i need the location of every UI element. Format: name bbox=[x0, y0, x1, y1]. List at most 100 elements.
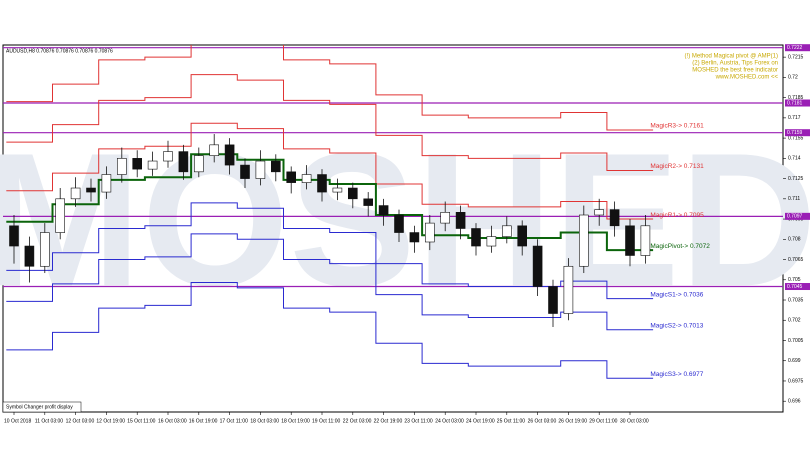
footer-label: Symbol Changer profit display bbox=[6, 404, 73, 410]
candle-body bbox=[132, 158, 142, 170]
x-tick-label: 18 Oct 19:00 bbox=[281, 418, 310, 424]
candle-body bbox=[578, 214, 589, 267]
y-tick-label: 0.6975 bbox=[788, 378, 804, 384]
pivot-label: MagicR1-> 0.7095 bbox=[650, 212, 704, 219]
y-tick-label: 0.7215 bbox=[788, 54, 804, 60]
x-tick-label: 24 Oct 03:00 bbox=[435, 418, 464, 424]
candle-body bbox=[424, 222, 435, 243]
x-tick-label: 15 Oct 11:00 bbox=[127, 418, 155, 424]
candle-body bbox=[39, 232, 50, 267]
candle-body bbox=[55, 198, 66, 233]
pivot-line bbox=[6, 74, 654, 171]
candle-body bbox=[70, 187, 81, 200]
candle-body bbox=[517, 225, 528, 247]
level-tag bbox=[785, 283, 810, 291]
candle-body bbox=[270, 160, 281, 173]
chart-title: AUDUSD,H8 0.70876 0.70876 0.70876 0.7087… bbox=[6, 48, 113, 54]
candle-body bbox=[501, 225, 512, 237]
x-tick-label: 18 Oct 03:00 bbox=[250, 418, 279, 424]
x-tick-label: 16 Oct 03:00 bbox=[158, 418, 187, 424]
y-tick-label: 0.72 bbox=[788, 75, 798, 81]
candle-body bbox=[101, 174, 112, 193]
plot-area bbox=[3, 45, 783, 379]
pivot-line bbox=[6, 122, 654, 220]
info-line: MOSHED the best free indicator bbox=[692, 68, 778, 74]
y-tick-label: 0.7125 bbox=[788, 176, 804, 182]
level-label: 0.7159 bbox=[787, 130, 803, 136]
pivot-label: MagicS2-> 0.7013 bbox=[650, 322, 703, 329]
pivot-label: MagicS1-> 0.7036 bbox=[650, 291, 703, 298]
level-label: 0.7045 bbox=[787, 284, 803, 290]
candle-body bbox=[301, 174, 312, 183]
candle-body bbox=[440, 212, 451, 224]
candle-body bbox=[394, 214, 404, 233]
pivot-line bbox=[6, 45, 654, 131]
candle-body bbox=[594, 209, 605, 216]
y-tick-label: 0.7185 bbox=[788, 95, 804, 101]
x-tick-label: 29 Oct 11:00 bbox=[589, 418, 617, 424]
candle-body bbox=[24, 245, 35, 267]
info-line: (2) Berlin, Austria, Tips Forex on bbox=[692, 61, 778, 67]
x-tick-label: 10 Oct 2018 bbox=[4, 418, 31, 424]
candle-body bbox=[255, 160, 266, 179]
candle-body bbox=[486, 236, 497, 247]
y-tick-label: 0.702 bbox=[788, 318, 801, 324]
pivot-line bbox=[6, 202, 654, 300]
candle-body bbox=[194, 155, 204, 173]
candle-body bbox=[532, 245, 543, 287]
info-line: www.MOSHED.com << bbox=[715, 75, 779, 81]
candle-body bbox=[347, 187, 358, 200]
level-label: 0.7097 bbox=[787, 214, 803, 220]
watermark: MOSHED bbox=[0, 114, 810, 326]
candle-body bbox=[609, 209, 620, 227]
y-tick-label: 0.714 bbox=[788, 156, 801, 162]
level-tag bbox=[785, 99, 810, 107]
y-tick-label: 0.7155 bbox=[788, 135, 804, 141]
candle-body bbox=[163, 151, 173, 162]
candle-body bbox=[640, 225, 651, 256]
level-tag bbox=[785, 129, 810, 137]
candle-body bbox=[117, 158, 127, 175]
candle-body bbox=[625, 225, 635, 256]
y-tick-label: 0.705 bbox=[788, 277, 801, 283]
level-tag bbox=[785, 44, 810, 52]
x-tick-label: 12 Oct 03:00 bbox=[66, 418, 95, 424]
x-tick-label: 22 Oct 19:00 bbox=[374, 418, 403, 424]
candle-body bbox=[224, 144, 235, 166]
x-tick-label: 26 Oct 19:00 bbox=[558, 418, 587, 424]
pivot-line bbox=[6, 153, 654, 252]
x-tick-label: 17 Oct 11:00 bbox=[220, 418, 248, 424]
x-tick-label: 30 Oct 03:00 bbox=[620, 418, 649, 424]
x-tick-label: 19 Oct 11:00 bbox=[312, 418, 340, 424]
x-tick-label: 24 Oct 19:00 bbox=[466, 418, 495, 424]
x-tick-label: 11 Oct 03:00 bbox=[35, 418, 63, 424]
y-tick-label: 0.7065 bbox=[788, 257, 804, 263]
y-tick-label: 0.7005 bbox=[788, 338, 804, 344]
pivot-label: MagicS3-> 0.6977 bbox=[650, 371, 703, 378]
candle-body bbox=[548, 286, 558, 314]
y-tick-label: 0.708 bbox=[788, 237, 801, 243]
candle-body bbox=[363, 198, 374, 206]
level-label: 0.7222 bbox=[787, 45, 803, 51]
y-tick-label: 0.717 bbox=[788, 115, 801, 121]
candle-body bbox=[86, 187, 96, 193]
candle-body bbox=[455, 212, 466, 229]
candle-body bbox=[378, 205, 389, 216]
candle-body bbox=[409, 232, 420, 243]
pivot-label: MagicR3-> 0.7161 bbox=[650, 123, 704, 130]
level-tag bbox=[785, 212, 810, 220]
x-tick-label: 25 Oct 11:00 bbox=[497, 418, 525, 424]
candle-body bbox=[563, 265, 574, 314]
level-label: 0.7181 bbox=[787, 100, 803, 106]
pivot-line bbox=[6, 233, 654, 331]
candle-body bbox=[178, 151, 189, 173]
info-line: (!) Method Magical pivot @ AMP(1) bbox=[685, 54, 778, 60]
y-tick-label: 0.696 bbox=[788, 399, 801, 405]
pivot-label: MagicPivot-> 0.7072 bbox=[650, 243, 710, 250]
pivot-label: MagicR2-> 0.7131 bbox=[650, 163, 704, 170]
y-tick-label: 0.699 bbox=[788, 358, 801, 364]
y-tick-label: 0.7035 bbox=[788, 297, 804, 303]
candle-body bbox=[332, 187, 343, 193]
candle-body bbox=[317, 174, 327, 193]
